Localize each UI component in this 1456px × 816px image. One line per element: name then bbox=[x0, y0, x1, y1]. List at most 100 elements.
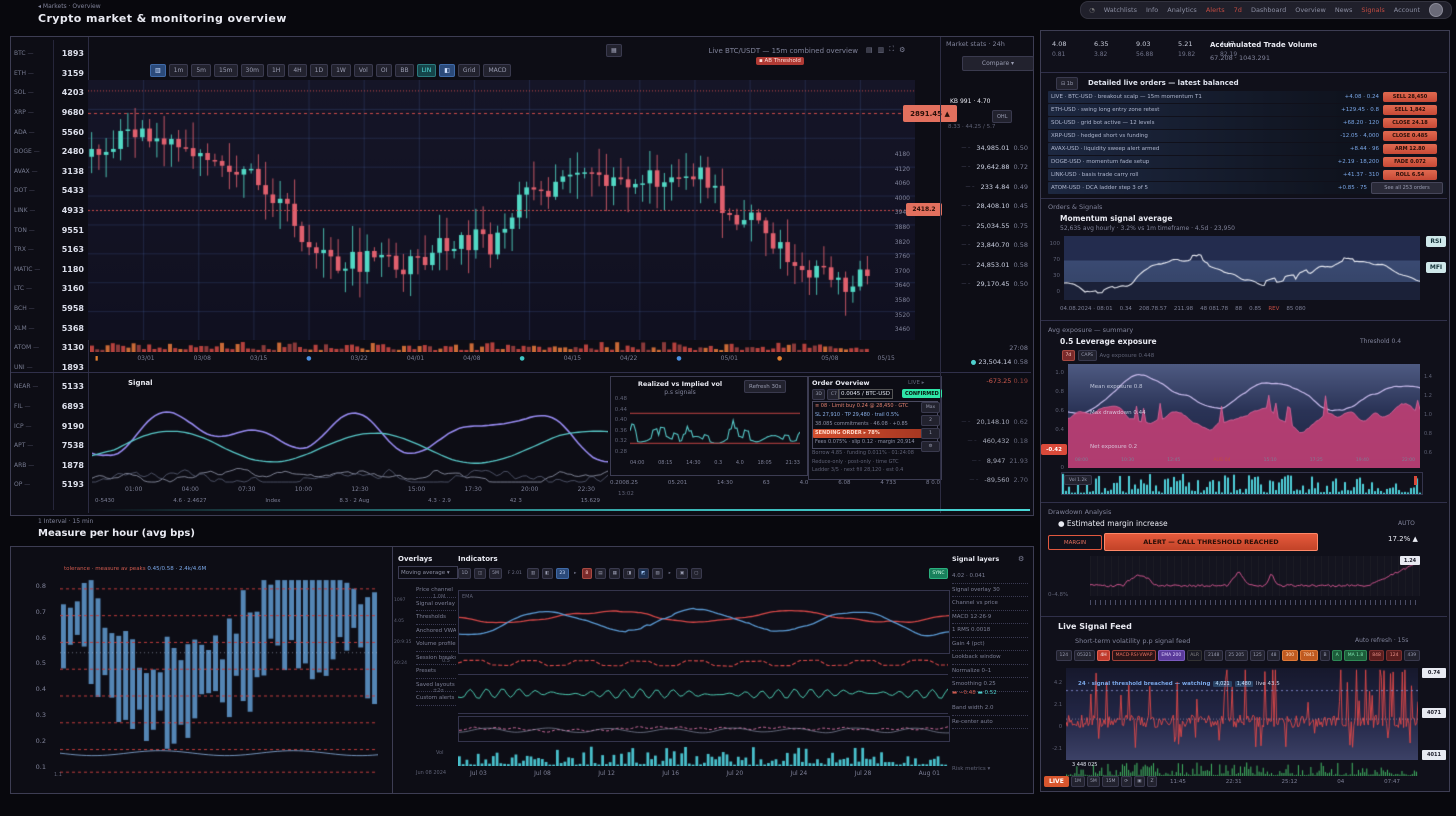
watchlist-row[interactable]: AVAX 3138 bbox=[12, 162, 86, 182]
watchlist-row[interactable]: SOL 4203 bbox=[12, 83, 86, 103]
side-control[interactable]: ⚙ bbox=[921, 441, 940, 452]
timeframe-chip[interactable]: 15m bbox=[214, 64, 238, 77]
watchlist-row[interactable]: TON 9551 bbox=[12, 220, 86, 240]
depth-row[interactable]: 460,432 0.18 bbox=[946, 432, 1028, 452]
watchlist-row[interactable]: XLM 5368 bbox=[12, 318, 86, 338]
sidebar-item[interactable]: Presets bbox=[416, 665, 456, 679]
order-row[interactable]: AVAX-USD · liquidity sweep alert armed +… bbox=[1048, 143, 1440, 155]
gear-icon[interactable]: ⚙ bbox=[1018, 555, 1025, 563]
show-all-button[interactable]: See all 253 orders bbox=[1371, 182, 1443, 194]
threshold-chip[interactable]: ▪ AB Threshold bbox=[756, 57, 804, 65]
depth-row[interactable]: -89,560 2.70 bbox=[946, 471, 1028, 491]
watchlist-row[interactable]: DOT 5433 bbox=[12, 181, 86, 201]
feed-chip[interactable]: 05321 bbox=[1073, 650, 1095, 661]
depth-row[interactable]: 34,985.01 0.50 bbox=[946, 138, 1028, 158]
feed-chip[interactable]: 848 bbox=[1368, 650, 1385, 661]
pair-input[interactable]: 0.0045 / BTC-USD bbox=[838, 389, 893, 399]
depth-row[interactable]: 233 4.84 0.49 bbox=[946, 177, 1028, 197]
toolbar-chip[interactable]: 23 bbox=[555, 568, 569, 579]
watchlist-row[interactable]: ATOM 3130 bbox=[12, 338, 86, 358]
timeframe-chip[interactable]: Vol bbox=[353, 64, 373, 77]
toolbar-chip[interactable]: ▸ bbox=[668, 571, 671, 576]
chart-icon[interactable]: ▤ bbox=[866, 45, 873, 54]
nav-item[interactable]: Overview bbox=[1295, 6, 1326, 14]
chart-icon[interactable]: ▥ bbox=[877, 45, 885, 54]
timeframe-chip[interactable]: LIN bbox=[416, 64, 437, 77]
feed-chip[interactable]: 124 bbox=[1056, 650, 1072, 661]
sidebar-item[interactable]: Saved layouts bbox=[416, 679, 456, 692]
timeframe-chip[interactable]: ▥ bbox=[150, 64, 166, 77]
sidebar-item[interactable]: Lookback window bbox=[952, 651, 1028, 665]
order-action-button[interactable]: ARM 12.80 bbox=[1383, 144, 1437, 154]
timeframe-chip[interactable]: 1m bbox=[168, 64, 189, 77]
toolbar-chip[interactable]: F 2.01 bbox=[507, 571, 522, 576]
nav-item[interactable]: 7d bbox=[1233, 6, 1242, 14]
depth-row[interactable]: 29,170.45 0.50 bbox=[946, 275, 1028, 295]
feed-chip[interactable]: ALR bbox=[1186, 650, 1203, 661]
icon-button[interactable]: ▣ bbox=[1133, 776, 1145, 787]
side-control[interactable]: 2 bbox=[921, 415, 940, 426]
feed-chip[interactable]: 48 bbox=[1267, 650, 1280, 661]
order-action-button[interactable]: SELL 1,842 bbox=[1383, 105, 1437, 115]
order-row-last[interactable]: ATOM-USD · DCA ladder step 3 of 5 +0.85 … bbox=[1048, 182, 1446, 194]
timeframe-chip[interactable]: 5m bbox=[191, 64, 212, 77]
compare-button[interactable]: Compare ▾ bbox=[962, 56, 1034, 71]
icon-button[interactable]: ⟳ bbox=[1120, 776, 1132, 787]
margin-alert-badge[interactable]: ALERT — CALL THRESHOLD REACHED bbox=[1104, 533, 1318, 551]
sidebar-item[interactable]: Smoothing 0.25 bbox=[952, 678, 1028, 692]
toolbar-chip[interactable]: ▸ bbox=[574, 571, 577, 576]
nav-item[interactable]: Account bbox=[1393, 6, 1420, 14]
signal-chart[interactable] bbox=[92, 386, 608, 484]
mfi-badge[interactable]: MFI bbox=[1426, 262, 1446, 273]
order-chip[interactable]: C7 bbox=[827, 389, 841, 400]
bm-right-footer[interactable]: Risk metrics ▾ bbox=[952, 766, 991, 772]
sidebar-item[interactable]: Signal overlay 30 bbox=[952, 584, 1028, 597]
bell-icon[interactable]: ◔ bbox=[1089, 6, 1095, 14]
sidebar-item[interactable]: 1 RMS 0.0018 bbox=[952, 624, 1028, 638]
feed-chip[interactable]: 124 bbox=[1386, 650, 1402, 661]
chart-icon[interactable]: ⛶ bbox=[889, 45, 895, 53]
order-action-button[interactable]: CLOSE 24.18 bbox=[1383, 118, 1437, 128]
depth-row[interactable]: 23,840.70 0.58 bbox=[946, 236, 1028, 256]
depth-row[interactable]: 8,947 21.93 bbox=[946, 451, 1028, 471]
timeframe-button[interactable]: 15M bbox=[1102, 776, 1119, 787]
nav-item[interactable]: News bbox=[1334, 6, 1353, 14]
timeframe-chip[interactable]: 4H bbox=[288, 64, 307, 77]
depth-row[interactable]: 24,853.01 0.58 bbox=[946, 255, 1028, 275]
sidebar-item[interactable]: Band width 2.0 bbox=[952, 702, 1028, 716]
sidebar-item[interactable]: Volume profile bbox=[416, 638, 456, 652]
order-detail-row[interactable]: SL 27,910 · TP 29,480 · trail 0.5% bbox=[815, 412, 899, 418]
side-control[interactable]: Max bbox=[921, 402, 940, 413]
watchlist-row[interactable]: FIL 6893 bbox=[12, 397, 86, 417]
order-chip[interactable]: 3D bbox=[812, 389, 826, 400]
ohl-chip[interactable]: OHL bbox=[992, 110, 1013, 123]
depth-row[interactable]: 25,034.55 0.75 bbox=[946, 216, 1028, 236]
watchlist-row[interactable]: OP 5193 bbox=[12, 475, 86, 495]
timeframe-chip[interactable]: 1W bbox=[331, 64, 351, 77]
toolbar-chip[interactable]: ▧ bbox=[651, 568, 664, 579]
toolbar-chip[interactable]: ◩ bbox=[637, 568, 649, 579]
feed-chip[interactable]: 125 bbox=[1249, 650, 1266, 661]
watchlist-row[interactable]: MATIC 1180 bbox=[12, 260, 86, 280]
sidebar-item[interactable]: Signal overlay bbox=[416, 598, 456, 611]
watchlist-row[interactable]: LINK 4933 bbox=[12, 201, 86, 221]
feed-chart[interactable] bbox=[1066, 668, 1418, 760]
watchlist-row[interactable]: UNI 1893 bbox=[12, 358, 86, 378]
price-alert-badge-2[interactable]: 2418.2 bbox=[906, 203, 942, 216]
timeframe-chip[interactable]: OI bbox=[375, 64, 393, 77]
order-detail-row[interactable]: 38.085 commitments · 46.08 · +0.85 bbox=[815, 421, 908, 427]
sidebar-item[interactable]: 4.02 · 0.041 bbox=[952, 570, 1028, 584]
toolbar-chip[interactable]: ◫ bbox=[474, 568, 486, 579]
toolbar-chip[interactable]: ▥ bbox=[527, 568, 539, 579]
order-row[interactable]: LINK-USD · basis trade carry roll +41.37… bbox=[1048, 169, 1440, 181]
order-action-button[interactable]: ROLL 6.54 bbox=[1383, 170, 1437, 180]
live-button[interactable]: LIVE bbox=[1044, 776, 1069, 787]
sidebar-item[interactable]: Thresholds bbox=[416, 611, 456, 625]
watchlist-row[interactable]: ICP 9190 bbox=[12, 416, 86, 436]
depth-row[interactable]: 20,148.10 0.62 bbox=[946, 412, 1028, 432]
orders-icon[interactable]: ⊟ 1b bbox=[1056, 77, 1079, 90]
chart-tool-chip[interactable]: ▦ bbox=[606, 44, 622, 57]
timeframe-chip[interactable]: Grid bbox=[457, 64, 481, 77]
toolbar-chip[interactable]: 1D bbox=[458, 568, 472, 579]
watchlist-row[interactable]: ETH 3159 bbox=[12, 64, 86, 84]
